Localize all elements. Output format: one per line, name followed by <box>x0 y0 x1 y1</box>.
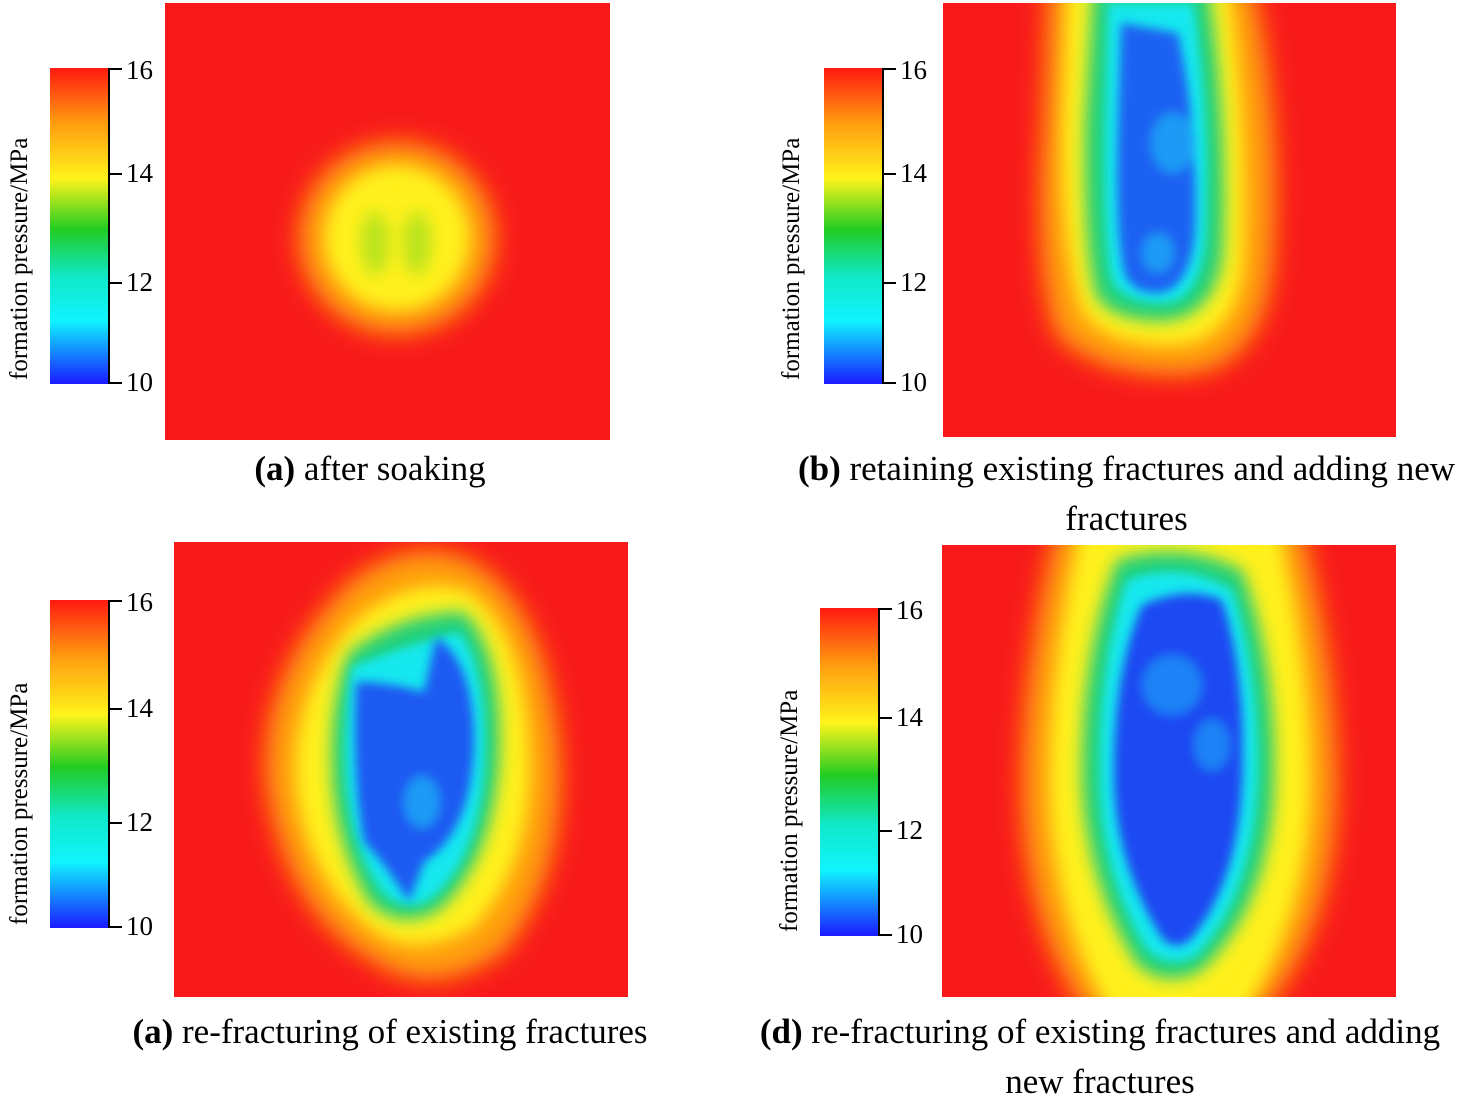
colorbar-tick <box>108 173 122 175</box>
colorbar-axis <box>108 68 110 384</box>
panel-caption-text: re-fracturing of existing fractures <box>182 1012 648 1051</box>
pressure-field <box>174 542 628 997</box>
pressure-field <box>165 3 610 440</box>
pressure-field <box>942 545 1396 997</box>
panel-caption-text: re-fracturing of existing fractures and … <box>811 1012 1441 1101</box>
colorbar-tick-label: 16 <box>126 587 153 617</box>
colorbar-axis <box>878 608 880 936</box>
colorbar <box>820 608 880 936</box>
colorbar-tick <box>108 382 122 384</box>
colorbar <box>824 68 884 384</box>
colorbar-tick <box>878 717 892 719</box>
colorbar-tick <box>882 173 896 175</box>
colorbar-tick-label: 16 <box>900 55 927 85</box>
colorbar-tick <box>878 830 892 832</box>
colorbar-tick-label: 10 <box>126 367 153 397</box>
colorbar-tick-label: 12 <box>896 815 923 845</box>
colorbar-tick <box>878 608 892 610</box>
colorbar-tick <box>878 934 892 936</box>
colorbar-axis <box>108 600 110 928</box>
colorbar-tick <box>882 282 896 284</box>
colorbar-title: formation pressure/MPa <box>6 682 33 925</box>
colorbar-tick-label: 14 <box>126 158 153 188</box>
colorbar-title: formation pressure/MPa <box>6 137 33 380</box>
panel-caption: (b) retaining existing fractures and add… <box>770 444 1483 544</box>
colorbar-tick <box>108 926 122 928</box>
colorbar-tick-label: 14 <box>896 702 923 732</box>
panel-caption: (a) after soaking <box>160 444 580 494</box>
colorbar-title: formation pressure/MPa <box>778 137 805 380</box>
colorbar-tick <box>108 708 122 710</box>
colorbar-tick <box>108 822 122 824</box>
colorbar-tick-label: 10 <box>126 911 153 941</box>
colorbar-tick-label: 10 <box>900 367 927 397</box>
colorbar <box>50 68 110 384</box>
panel-caption-text: after soaking <box>303 449 486 488</box>
colorbar-tick-label: 10 <box>896 919 923 949</box>
colorbar-tick <box>882 68 896 70</box>
colorbar-tick <box>108 282 122 284</box>
colorbar-tick-label: 12 <box>900 267 927 297</box>
panel-label: (d) <box>759 1012 803 1051</box>
panel-caption: (a) re-fracturing of existing fractures <box>60 1007 720 1057</box>
panel-caption: (d) re-fracturing of existing fractures … <box>750 1007 1450 1107</box>
colorbar-title: formation pressure/MPa <box>776 689 803 932</box>
panel-label: (b) <box>797 449 841 488</box>
colorbar-tick-label: 14 <box>126 693 153 723</box>
colorbar <box>50 600 110 928</box>
colorbar-tick <box>882 382 896 384</box>
panel-label: (a) <box>254 449 296 488</box>
colorbar-tick-label: 12 <box>126 267 153 297</box>
colorbar-tick <box>108 600 122 602</box>
panel-label: (a) <box>132 1012 174 1051</box>
colorbar-tick-label: 16 <box>896 595 923 625</box>
colorbar-tick-label: 12 <box>126 807 153 837</box>
colorbar-tick-label: 14 <box>900 158 927 188</box>
colorbar-tick-label: 16 <box>126 55 153 85</box>
colorbar-axis <box>882 68 884 384</box>
panel-caption-text: retaining existing fractures and adding … <box>849 449 1456 538</box>
pressure-field <box>943 3 1396 437</box>
colorbar-tick <box>108 68 122 70</box>
